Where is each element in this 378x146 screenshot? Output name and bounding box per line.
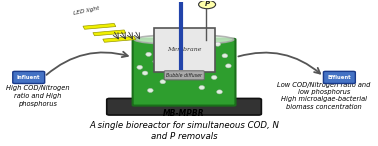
Text: High COD/Nitrogen
ratio and High
phosphorus: High COD/Nitrogen ratio and High phospho… <box>6 85 70 107</box>
Ellipse shape <box>217 90 222 94</box>
Ellipse shape <box>199 86 204 89</box>
Text: LED light: LED light <box>73 6 100 16</box>
Text: Influent: Influent <box>17 75 40 80</box>
Text: MB-MPBR: MB-MPBR <box>163 109 205 118</box>
Ellipse shape <box>206 57 212 61</box>
Text: P: P <box>204 1 210 7</box>
Ellipse shape <box>160 80 166 84</box>
Ellipse shape <box>147 88 153 92</box>
FancyBboxPatch shape <box>133 39 235 106</box>
Polygon shape <box>93 30 126 36</box>
Text: A single bioreactor for simultaneous COD, N
and P removals: A single bioreactor for simultaneous COD… <box>89 121 279 141</box>
FancyBboxPatch shape <box>324 71 355 84</box>
Ellipse shape <box>198 0 215 9</box>
Text: High microalgae-bacterial
biomass concentration: High microalgae-bacterial biomass concen… <box>281 96 367 110</box>
Polygon shape <box>83 24 116 29</box>
Ellipse shape <box>146 52 152 56</box>
Ellipse shape <box>194 68 199 72</box>
Text: Effluent: Effluent <box>328 75 351 80</box>
Ellipse shape <box>153 60 158 64</box>
FancyBboxPatch shape <box>154 28 215 72</box>
Ellipse shape <box>155 42 160 46</box>
FancyBboxPatch shape <box>107 98 261 115</box>
Ellipse shape <box>226 64 231 68</box>
Text: Bubble diffuser: Bubble diffuser <box>166 73 202 78</box>
FancyBboxPatch shape <box>13 71 45 84</box>
FancyBboxPatch shape <box>164 71 204 80</box>
Ellipse shape <box>142 71 148 75</box>
Ellipse shape <box>135 35 234 44</box>
Ellipse shape <box>201 47 206 51</box>
Ellipse shape <box>211 75 217 79</box>
Ellipse shape <box>137 65 143 69</box>
Ellipse shape <box>215 42 221 46</box>
Text: Membrane: Membrane <box>167 47 201 53</box>
Text: Low COD/Nitrogen ratio and
low phosphorus: Low COD/Nitrogen ratio and low phosphoru… <box>277 82 371 95</box>
Polygon shape <box>103 36 136 42</box>
Ellipse shape <box>222 54 228 58</box>
